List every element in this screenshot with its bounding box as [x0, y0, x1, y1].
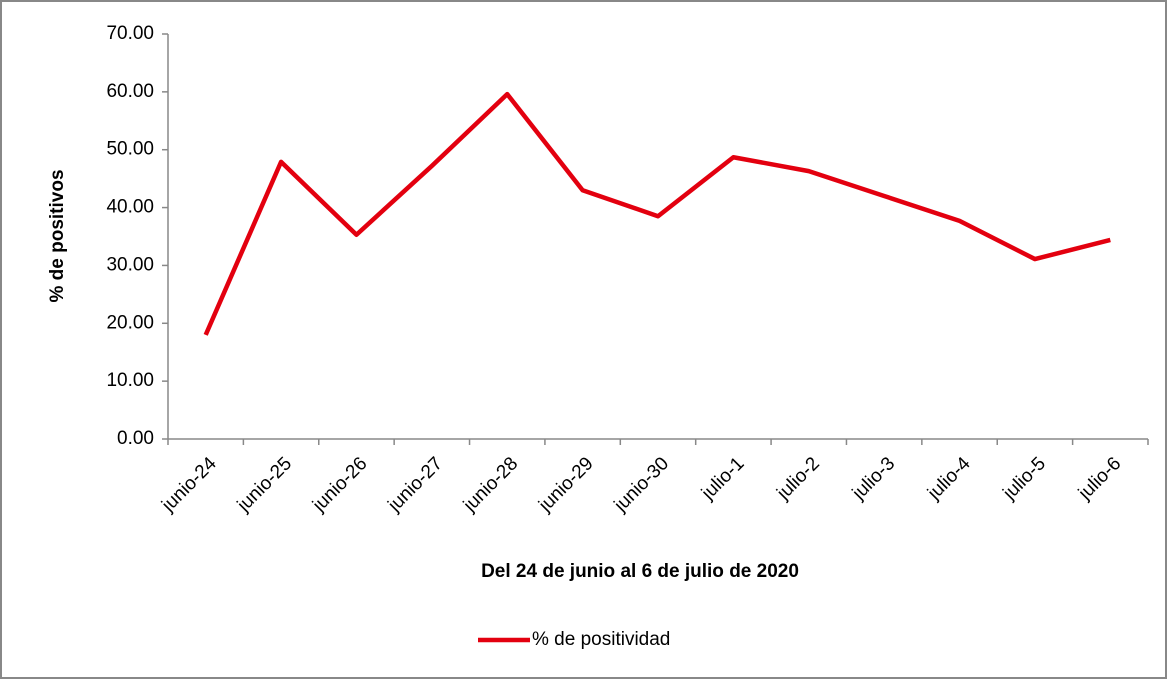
y-axis-title: % de positivos — [47, 169, 68, 302]
x-axis-title: Del 24 de junio al 6 de julio de 2020 — [481, 561, 799, 582]
legend-label: % de positividad — [532, 629, 670, 650]
y-tick-label: 10.00 — [106, 370, 154, 391]
data-line — [203, 91, 1111, 336]
y-tick-label: 0.00 — [117, 428, 154, 449]
y-tick-label: 30.00 — [106, 254, 154, 275]
y-tick-label: 50.00 — [106, 139, 154, 160]
y-tick-label: 70.00 — [106, 23, 154, 44]
y-tick-label: 60.00 — [106, 81, 154, 102]
y-tick-label: 20.00 — [106, 312, 154, 333]
y-tick-label: 40.00 — [106, 197, 154, 218]
